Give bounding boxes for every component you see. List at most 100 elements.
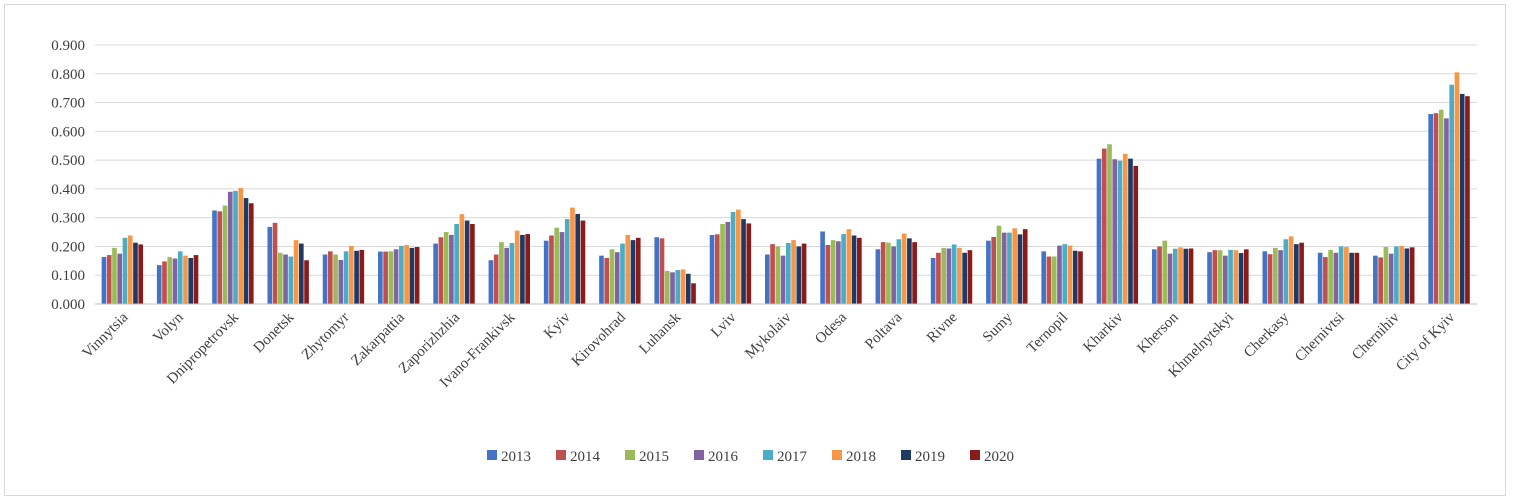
bar-2018-chernivtsi bbox=[1344, 247, 1349, 304]
bar-2015-mykolaiv bbox=[775, 246, 781, 304]
bar-2016-cherkasy bbox=[1278, 250, 1283, 304]
bar-2020-vinnytsia bbox=[138, 244, 144, 304]
bar-2020-kherson bbox=[1188, 248, 1194, 304]
bar-2017-dnipropetrovsk bbox=[233, 190, 238, 304]
gridlines bbox=[95, 44, 1477, 276]
category-label: Chernivtsi bbox=[1292, 310, 1348, 366]
category-label: Chernihiv bbox=[1349, 309, 1403, 363]
bar-2020-poltava bbox=[912, 242, 917, 304]
bar-2018-zakarpattia bbox=[404, 245, 409, 304]
legend-label-2017: 2017 bbox=[777, 449, 808, 465]
bar-2019-kirovohrad bbox=[630, 240, 636, 304]
bar-2018-mykolaiv bbox=[791, 240, 796, 304]
bar-2013-kirovohrad bbox=[599, 255, 604, 304]
bar-2016-kirovohrad bbox=[614, 252, 620, 304]
bar-2015-sumy bbox=[996, 225, 1002, 304]
bar-2019-lviv bbox=[741, 219, 746, 304]
bar-2017-zakarpattia bbox=[399, 245, 404, 304]
bar-2017-odesa bbox=[841, 234, 846, 304]
bar-2018-ivano-frankivsk bbox=[514, 230, 520, 304]
bar-2020-kharkiv bbox=[1133, 165, 1139, 304]
bar-2018-kharkiv bbox=[1122, 153, 1128, 304]
bar-2017-cherkasy bbox=[1283, 239, 1289, 304]
bar-2019-cherkasy bbox=[1294, 244, 1299, 304]
category-label: Luhansk bbox=[636, 309, 684, 357]
bar-2013-kharkiv bbox=[1096, 158, 1102, 304]
bar-2017-khmelnytskyi bbox=[1228, 249, 1233, 304]
bar-2016-chernivtsi bbox=[1333, 252, 1339, 304]
bar-2015-luhansk bbox=[664, 270, 670, 304]
legend-swatch-2015 bbox=[625, 450, 635, 460]
y-axis-tick-labels: 0.000 0.100 0.200 0.300 0.400 0.500 0.600 0.700… bbox=[51, 38, 85, 313]
bar-2016-dnipropetrovsk bbox=[227, 191, 233, 304]
bar-2016-mykolaiv bbox=[780, 255, 786, 304]
bar-2016-lviv bbox=[725, 221, 731, 304]
legend-swatch-2020 bbox=[970, 450, 980, 460]
bar-2014-sumy bbox=[991, 236, 997, 304]
bar-2019-mykolaiv bbox=[796, 246, 802, 304]
bar-2017-zhytomyr bbox=[343, 251, 349, 304]
bar-2017-chernihiv bbox=[1394, 246, 1399, 304]
bar-2015-zaporizhzhia bbox=[443, 232, 449, 304]
bar-2020-volyn bbox=[193, 255, 199, 304]
bar-2018-vinnytsia bbox=[127, 235, 133, 304]
bar-2014-odesa bbox=[825, 245, 831, 304]
category-label: Vinnytsia bbox=[80, 309, 132, 361]
bar-2018-city-of-kyiv bbox=[1454, 72, 1460, 304]
bar-2014-zhytomyr bbox=[328, 251, 333, 304]
bar-2013-zakarpattia bbox=[378, 251, 383, 304]
bar-2013-volyn bbox=[156, 265, 162, 304]
bar-2014-zaporizhzhia bbox=[438, 237, 444, 304]
bar-2013-luhansk bbox=[654, 237, 660, 304]
bar-2015-city-of-kyiv bbox=[1438, 109, 1444, 304]
bar-2015-zhytomyr bbox=[333, 254, 338, 304]
y-tick-label: 0.500 bbox=[51, 153, 85, 169]
category-label: City of Kyiv bbox=[1393, 309, 1458, 374]
bar-2016-chernihiv bbox=[1388, 253, 1394, 304]
bar-2018-lviv bbox=[735, 209, 741, 304]
bar-2019-khmelnytskyi bbox=[1238, 253, 1244, 304]
bar-2015-chernihiv bbox=[1383, 247, 1389, 304]
bar-2015-kirovohrad bbox=[609, 249, 615, 304]
bar-2015-chernivtsi bbox=[1328, 249, 1333, 304]
bar-2019-poltava bbox=[907, 238, 912, 304]
bar-2015-dnipropetrovsk bbox=[222, 205, 228, 304]
bar-2018-zhytomyr bbox=[349, 245, 354, 304]
legend-swatch-2018 bbox=[832, 450, 842, 460]
bar-2016-ternopil bbox=[1057, 245, 1062, 304]
bar-2019-zhytomyr bbox=[354, 250, 359, 304]
legend-label-2020: 2020 bbox=[984, 449, 1014, 465]
bar-2019-donetsk bbox=[298, 243, 304, 304]
bar-2013-kyiv bbox=[543, 240, 549, 304]
bar-2013-vinnytsia bbox=[101, 257, 107, 304]
bar-2015-zakarpattia bbox=[388, 251, 394, 304]
bar-2016-kharkiv bbox=[1112, 159, 1118, 304]
bar-2018-donetsk bbox=[293, 240, 299, 304]
bar-2017-volyn bbox=[177, 251, 183, 304]
bar-2016-kyiv bbox=[559, 232, 565, 304]
bar-2016-vinnytsia bbox=[117, 253, 123, 304]
bar-2013-kherson bbox=[1151, 249, 1157, 304]
bar-2018-odesa bbox=[846, 229, 852, 304]
bar-2019-rivne bbox=[962, 252, 967, 304]
y-tick-label: 0.600 bbox=[51, 124, 85, 140]
bar-2013-cherkasy bbox=[1262, 251, 1268, 304]
bar-2017-luhansk bbox=[675, 270, 681, 304]
bar-2015-ternopil bbox=[1051, 256, 1057, 304]
legend-swatch-2017 bbox=[763, 450, 773, 460]
bar-2018-sumy bbox=[1012, 228, 1018, 304]
bar-2018-chernihiv bbox=[1399, 245, 1404, 304]
bar-2014-volyn bbox=[162, 261, 167, 304]
category-label: Volyn bbox=[150, 309, 187, 346]
category-label: Kyiv bbox=[541, 309, 574, 342]
category-label: Kharkiv bbox=[1080, 309, 1126, 355]
bar-2014-chernihiv bbox=[1378, 257, 1383, 304]
bar-2017-vinnytsia bbox=[122, 237, 128, 304]
bar-2019-zaporizhzhia bbox=[464, 220, 470, 304]
category-label: Zhytomyr bbox=[299, 310, 353, 364]
bar-2013-ternopil bbox=[1041, 251, 1047, 304]
bar-2015-rivne bbox=[941, 247, 946, 304]
bar-2018-luhansk bbox=[680, 269, 686, 304]
bar-2020-city-of-kyiv bbox=[1465, 96, 1470, 304]
